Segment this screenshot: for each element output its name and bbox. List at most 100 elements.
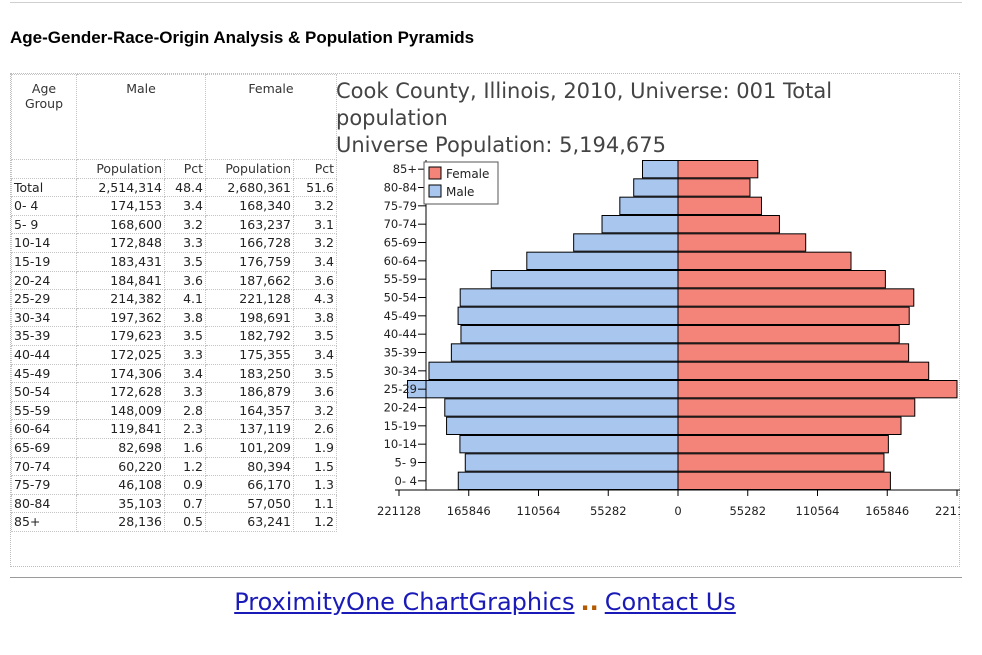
female-bar-3034 bbox=[677, 361, 930, 381]
y-tick-label: 80-84 bbox=[384, 181, 417, 195]
age-group-cell: 70-74 bbox=[11, 456, 77, 477]
female-bar-6569 bbox=[677, 233, 807, 252]
y-tick-label: 70-74 bbox=[384, 217, 417, 231]
female-bar-85plus bbox=[677, 160, 759, 179]
female-population-cell: 166,728 bbox=[205, 233, 294, 253]
bottom-divider bbox=[10, 577, 962, 578]
y-tick-label: 10-14 bbox=[384, 437, 417, 451]
male-population-cell: 2,514,314 bbox=[76, 177, 165, 198]
male-population-cell: 172,628 bbox=[76, 382, 165, 402]
male-bar-5054 bbox=[459, 288, 679, 307]
table-row: 75-79 46,108 0.9 66,170 1.3 bbox=[11, 475, 337, 495]
chart-title: Cook County, Illinois, 2010, Universe: 0… bbox=[336, 78, 936, 159]
table-row: 5- 9 168,600 3.2 163,237 3.1 bbox=[11, 214, 337, 235]
male-bar-2529 bbox=[407, 380, 679, 399]
female-population-cell: 175,355 bbox=[205, 344, 294, 365]
male-bar-1014 bbox=[459, 435, 679, 454]
male-header: Male bbox=[76, 74, 206, 160]
table-row: 70-74 60,220 1.2 80,394 1.5 bbox=[11, 456, 337, 477]
legend-swatch-female bbox=[428, 166, 442, 180]
table-body: Total 2,514,314 48.4 2,680,361 51.6 0- 4 174,1… bbox=[11, 177, 337, 532]
age-group-header: Age Group bbox=[11, 74, 77, 160]
age-group-cell: 25-29 bbox=[11, 289, 77, 309]
male-population-subheader: Population bbox=[76, 159, 165, 179]
chartgraphics-link[interactable]: ProximityOne ChartGraphics bbox=[234, 588, 575, 616]
male-pct-cell: 0.7 bbox=[164, 493, 206, 514]
male-population-cell: 179,623 bbox=[76, 326, 165, 346]
table-row: 0- 4 174,153 3.4 168,340 3.2 bbox=[11, 196, 337, 216]
female-pct-cell: 3.8 bbox=[293, 307, 337, 328]
female-pct-cell: 3.2 bbox=[293, 400, 337, 421]
male-pct-cell: 3.6 bbox=[164, 270, 206, 291]
female-pct-cell: 1.5 bbox=[293, 456, 337, 477]
table-row: 30-34 197,362 3.8 198,691 3.8 bbox=[11, 307, 337, 328]
x-tick-label: 110564 bbox=[796, 504, 840, 518]
age-group-cell: 60-64 bbox=[11, 419, 77, 439]
age-group-header-label: Age Group bbox=[24, 81, 64, 111]
y-tick-label: 0- 4 bbox=[395, 474, 417, 488]
female-bar-4549 bbox=[677, 306, 910, 326]
male-pct-cell: 4.1 bbox=[164, 289, 206, 309]
y-tick-label: 85+ bbox=[393, 162, 417, 176]
male-pct-cell: 0.9 bbox=[164, 475, 206, 495]
male-population-cell: 168,600 bbox=[76, 214, 165, 235]
female-bar-2024 bbox=[677, 398, 916, 417]
y-tick-label: 50-54 bbox=[384, 291, 417, 305]
female-population-subheader: Population bbox=[205, 159, 294, 179]
age-group-cell: 50-54 bbox=[11, 382, 77, 402]
male-bar-8084 bbox=[633, 178, 679, 197]
age-group-cell: 30-34 bbox=[11, 307, 77, 328]
female-population-cell: 182,792 bbox=[205, 326, 294, 346]
y-tick-label: 65-69 bbox=[384, 236, 417, 250]
female-pct-cell: 3.4 bbox=[293, 251, 337, 272]
y-tick-label: 60-64 bbox=[384, 254, 417, 268]
female-population-cell: 101,209 bbox=[205, 437, 294, 458]
x-tick-label: 165846 bbox=[447, 504, 491, 518]
male-population-cell: 60,220 bbox=[76, 456, 165, 477]
female-pct-cell: 1.2 bbox=[293, 512, 337, 532]
male-population-cell: 183,431 bbox=[76, 251, 165, 272]
table-row: 60-64 119,841 2.3 137,119 2.6 bbox=[11, 419, 337, 439]
table-row: 85+ 28,136 0.5 63,241 1.2 bbox=[11, 512, 337, 532]
female-bar-2529 bbox=[677, 380, 958, 399]
male-population-cell: 184,841 bbox=[76, 270, 165, 291]
male-bar-1519 bbox=[446, 416, 679, 435]
age-group-cell: 35-39 bbox=[11, 326, 77, 346]
y-tick-label: 20-24 bbox=[384, 401, 417, 415]
male-pct-cell: 3.3 bbox=[164, 344, 206, 365]
male-population-cell: 172,848 bbox=[76, 233, 165, 253]
male-pct-cell: 3.5 bbox=[164, 326, 206, 346]
table-row: 80-84 35,103 0.7 57,050 1.1 bbox=[11, 493, 337, 514]
female-pct-cell: 51.6 bbox=[293, 177, 337, 198]
female-bar-59 bbox=[677, 453, 885, 472]
female-population-cell: 186,879 bbox=[205, 382, 294, 402]
female-pct-cell: 3.6 bbox=[293, 382, 337, 402]
contact-us-link[interactable]: Contact Us bbox=[604, 588, 736, 616]
content-frame bbox=[10, 73, 960, 567]
female-bar-6064 bbox=[677, 251, 852, 270]
table-row-total: Total 2,514,314 48.4 2,680,361 51.6 bbox=[11, 177, 337, 198]
table-row: 65-69 82,698 1.6 101,209 1.9 bbox=[11, 437, 337, 458]
male-population-cell: 174,306 bbox=[76, 363, 165, 384]
male-pct-cell: 3.3 bbox=[164, 382, 206, 402]
y-tick-label: 35-39 bbox=[384, 346, 417, 360]
female-pct-cell: 1.9 bbox=[293, 437, 337, 458]
female-population-cell: 221,128 bbox=[205, 289, 294, 309]
female-population-cell: 168,340 bbox=[205, 196, 294, 216]
male-bar-3034 bbox=[428, 361, 679, 381]
age-group-cell: 15-19 bbox=[11, 251, 77, 272]
male-population-cell: 148,009 bbox=[76, 400, 165, 421]
female-population-cell: 66,170 bbox=[205, 475, 294, 495]
female-pct-cell: 3.1 bbox=[293, 214, 337, 235]
male-population-cell: 197,362 bbox=[76, 307, 165, 328]
male-bar-4044 bbox=[460, 325, 679, 344]
female-population-cell: 80,394 bbox=[205, 456, 294, 477]
female-population-cell: 163,237 bbox=[205, 214, 294, 235]
female-bar-1014 bbox=[677, 435, 889, 454]
x-tick-label: 55282 bbox=[590, 504, 627, 518]
age-group-cell: 40-44 bbox=[11, 344, 77, 365]
chart-title-line-2: population bbox=[336, 106, 448, 130]
male-pct-cell: 3.4 bbox=[164, 196, 206, 216]
female-population-cell: 187,662 bbox=[205, 270, 294, 291]
legend-label-male: Male bbox=[446, 185, 474, 199]
